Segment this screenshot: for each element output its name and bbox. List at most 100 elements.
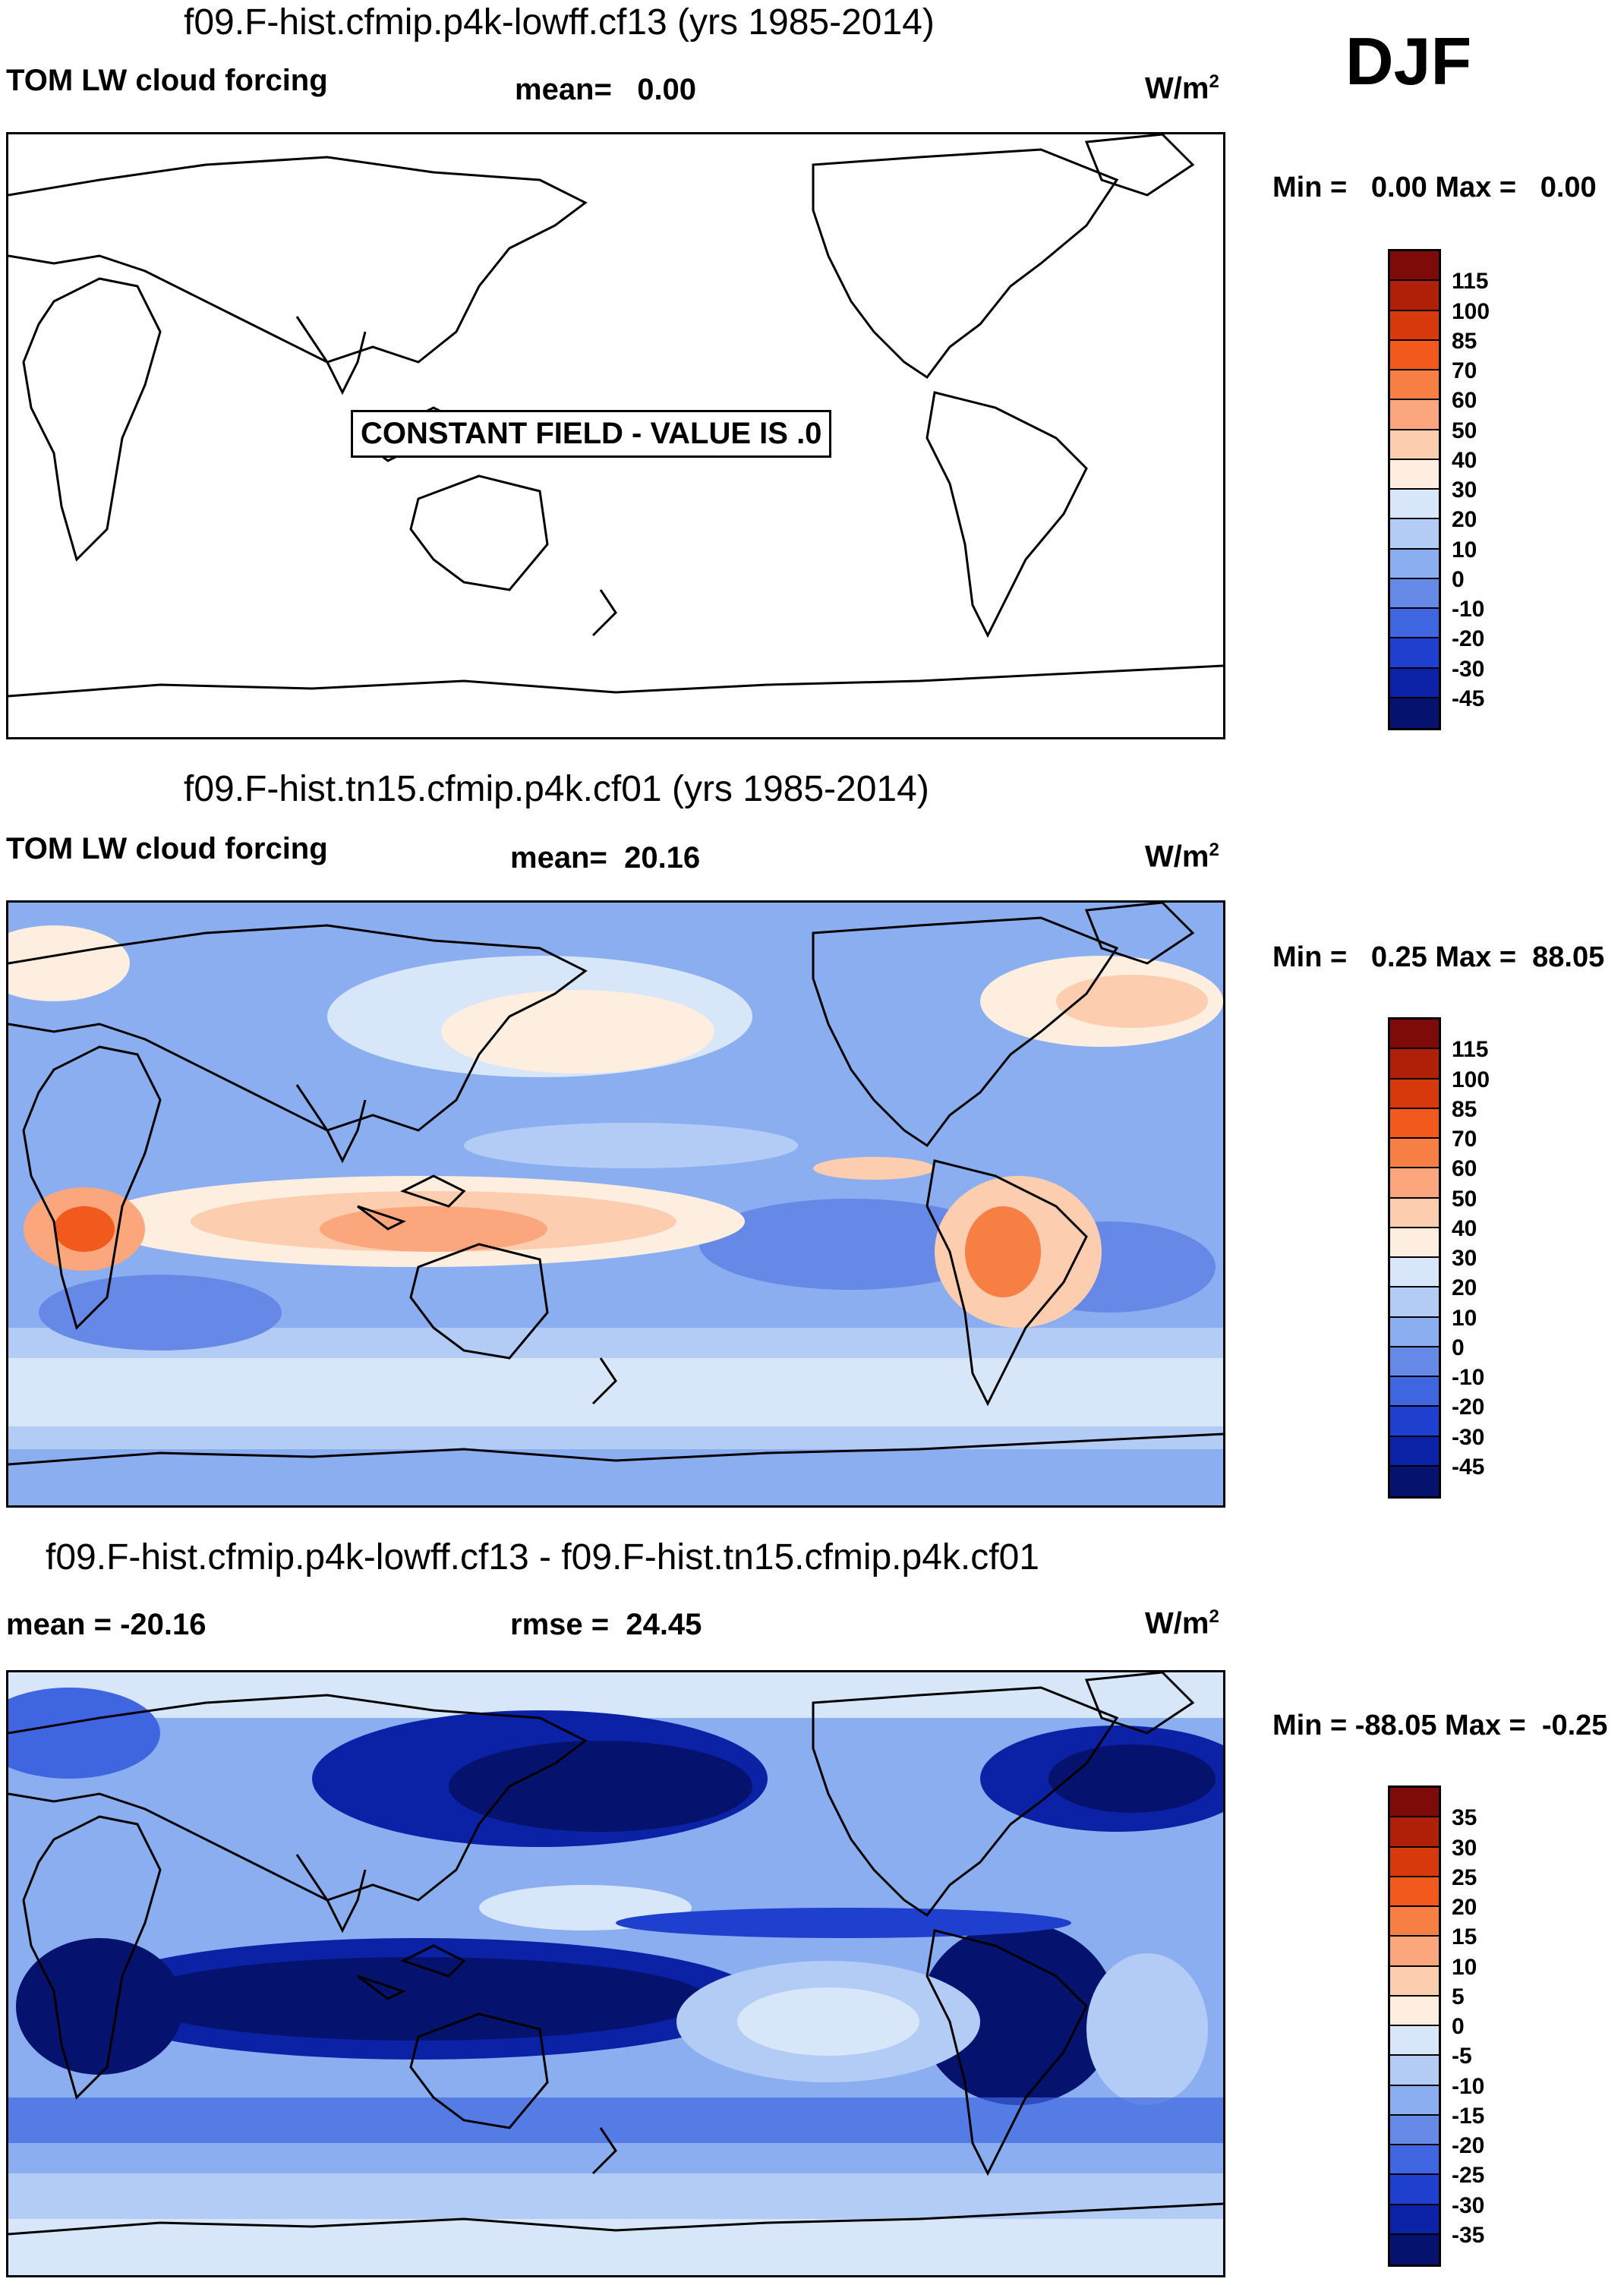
colorbar-tick-label: 115 <box>1452 269 1489 295</box>
coastline <box>295 1084 367 1164</box>
colorbar-cell <box>1390 1108 1439 1139</box>
colorbar-tick-label: 0 <box>1452 2014 1465 2039</box>
colorbar-tick-label: -20 <box>1452 2133 1485 2158</box>
colorbar-cell <box>1390 609 1439 639</box>
coastline <box>409 2012 549 2129</box>
panel1-mean: mean= 0.00 <box>515 73 697 106</box>
colorbar-cell <box>1390 251 1439 282</box>
coastline <box>591 589 617 637</box>
coastline <box>22 1045 162 1330</box>
colorbar-cell <box>1390 2234 1439 2265</box>
panel2-units: W/m2 <box>1145 840 1219 874</box>
coastline <box>1084 134 1195 197</box>
colorbar-cell <box>1390 1228 1439 1258</box>
colorbar-tick-label: 30 <box>1452 1246 1477 1271</box>
colorbar-tick-label: 70 <box>1452 1127 1477 1152</box>
coastline <box>22 1815 162 2100</box>
colorbar-cell <box>1390 1020 1439 1050</box>
coastline <box>8 2202 1223 2236</box>
colorbar-tick-label: 30 <box>1452 1835 1477 1861</box>
coastline <box>8 1432 1223 1466</box>
panel3-title: f09.F-hist.cfmip.p4k-lowff.cf13 - f09.F-… <box>46 1537 1039 1577</box>
colorbar-tick-label: 10 <box>1452 537 1477 563</box>
colorbar-cell <box>1390 1198 1439 1228</box>
colorbar-tick-label: -25 <box>1452 2163 1485 2189</box>
colorbar-cell <box>1390 2205 1439 2235</box>
colorbar-cell <box>1390 490 1439 520</box>
colorbar-tick-label: -45 <box>1452 1454 1485 1480</box>
colorbar-tick-label: 0 <box>1452 1335 1465 1360</box>
coastline <box>8 664 1223 698</box>
coastline <box>591 1357 617 1405</box>
colorbar-cell <box>1390 638 1439 669</box>
colorbar-tick-label: 40 <box>1452 447 1477 473</box>
colorbar-cell <box>1390 1436 1439 1467</box>
colorbar-tick-label: 5 <box>1452 1984 1465 2009</box>
coastline <box>812 916 1119 1148</box>
coastline <box>8 924 588 1132</box>
colorbar-tick-label: 30 <box>1452 477 1477 503</box>
colorbar-cell <box>1390 1347 1439 1377</box>
coastline <box>1084 903 1195 965</box>
colorbar-cell <box>1390 1817 1439 1848</box>
colorbar-tick-label: 115 <box>1452 1037 1489 1063</box>
colorbar-cell <box>1390 1966 1439 1997</box>
colorbar-tick-label: 40 <box>1452 1215 1477 1241</box>
colorbar-cell <box>1390 1877 1439 1907</box>
coastline <box>8 156 588 364</box>
colorbar-tick-label: 35 <box>1452 1805 1477 1831</box>
colorbar-tick-label: -45 <box>1452 686 1485 711</box>
coastline <box>926 1159 1088 1407</box>
colorbar-tick-label: 70 <box>1452 358 1477 383</box>
colorbar-cell <box>1390 1258 1439 1288</box>
colorbar-cell <box>1390 578 1439 609</box>
colorbar-tick-label: -30 <box>1452 1424 1485 1450</box>
colorbar-cell <box>1390 1407 1439 1437</box>
panel1-map-svg <box>8 134 1223 698</box>
colorbar-cell <box>1390 1287 1439 1318</box>
colorbar-cell <box>1390 2056 1439 2086</box>
panel2-colorbar <box>1388 1017 1441 1499</box>
colorbar-tick-label: -20 <box>1452 1395 1485 1420</box>
colorbar-tick-label: 10 <box>1452 1954 1477 1980</box>
colorbar-cell <box>1390 1996 1439 2026</box>
panel2-map <box>6 900 1225 1508</box>
colorbar-tick-label: 60 <box>1452 1156 1477 1182</box>
colorbar-cell <box>1390 310 1439 341</box>
colorbar-cell <box>1390 2115 1439 2145</box>
colorbar-tick-label: 10 <box>1452 1305 1477 1331</box>
coastline <box>400 1944 466 1978</box>
colorbar-tick-label: 15 <box>1452 1924 1477 1950</box>
colorbar-tick-label: -20 <box>1452 626 1485 652</box>
colorbar-cell <box>1390 459 1439 490</box>
colorbar-tick-label: 85 <box>1452 328 1477 354</box>
panel1-colorbar <box>1388 249 1441 730</box>
coastline <box>812 148 1119 380</box>
panel2-map-svg <box>8 903 1223 1505</box>
colorbar-cell <box>1390 1466 1439 1496</box>
coastline <box>409 1243 549 1360</box>
panel1-minmax: Min = 0.00 Max = 0.00 <box>1272 172 1597 203</box>
colorbar-cell <box>1390 549 1439 579</box>
colorbar-cell <box>1390 1847 1439 1877</box>
colorbar-cell <box>1390 370 1439 401</box>
colorbar-cell <box>1390 519 1439 550</box>
colorbar-tick-label: 100 <box>1452 1067 1490 1092</box>
colorbar-tick-label: 100 <box>1452 298 1490 324</box>
colorbar-cell <box>1390 2085 1439 2116</box>
coastline <box>1084 1672 1195 1735</box>
colorbar-cell <box>1390 668 1439 698</box>
colorbar-tick-label: -5 <box>1452 2044 1472 2069</box>
colorbar-cell <box>1390 2026 1439 2056</box>
coastline <box>926 391 1088 638</box>
coastline <box>926 1929 1088 2176</box>
colorbar-cell <box>1390 2145 1439 2176</box>
colorbar-tick-label: 20 <box>1452 1275 1477 1301</box>
colorbar-cell <box>1390 1788 1439 1818</box>
coastline <box>409 474 549 591</box>
coastline <box>812 1686 1119 1918</box>
colorbar-tick-label: -15 <box>1452 2103 1485 2129</box>
panel2-minmax: Min = 0.25 Max = 88.05 <box>1272 941 1605 973</box>
colorbar-tick-label: 25 <box>1452 1864 1477 1890</box>
colorbar-tick-label: 50 <box>1452 1186 1477 1212</box>
